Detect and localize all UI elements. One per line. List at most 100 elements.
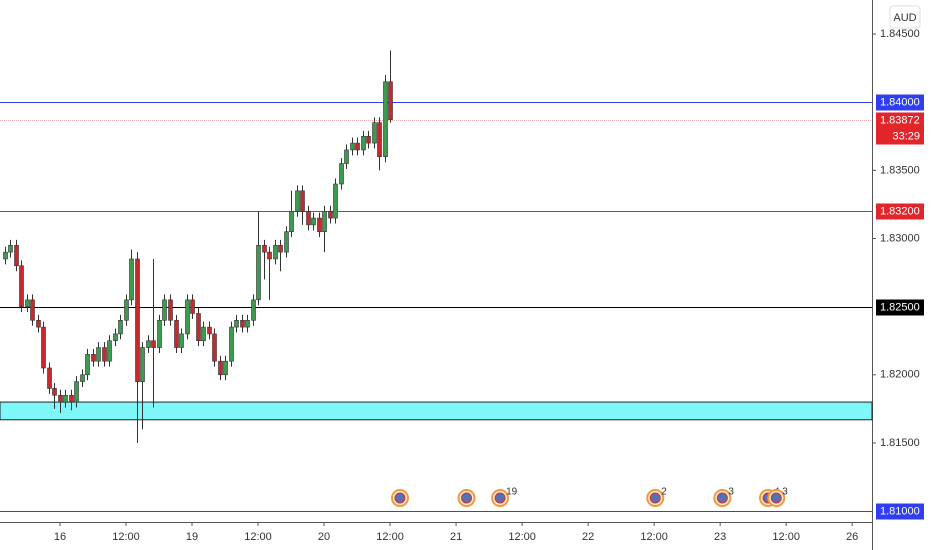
candle-body (201, 326, 206, 342)
candle-body (333, 183, 338, 219)
event-flag (649, 492, 661, 504)
level-label: 1.83200 (880, 205, 920, 217)
candle-body (174, 319, 179, 348)
candle-body (69, 394, 74, 403)
candle-body (135, 258, 140, 382)
last-price-bg (876, 112, 924, 145)
candle-body (41, 326, 46, 369)
candle-body (63, 394, 68, 403)
candle-body (284, 231, 289, 253)
candle-body (179, 333, 184, 348)
candle-body (328, 210, 333, 219)
level-label-bg (876, 94, 924, 111)
candle-body (251, 299, 256, 321)
candle-body (218, 360, 223, 376)
currency: AUD (893, 12, 916, 24)
candle-body (262, 245, 267, 253)
candle-body (91, 354, 96, 362)
x-tick-label: 12:00 (112, 531, 140, 543)
candle-body (3, 251, 8, 260)
candle-body (85, 354, 90, 376)
x-tick-label: 12:00 (508, 531, 536, 543)
candle-body (306, 210, 311, 226)
candle-body (80, 374, 85, 382)
event-flag (770, 492, 782, 504)
candle-body (190, 299, 195, 314)
x-tick-label: 12:00 (244, 531, 272, 543)
candle-body (388, 81, 393, 120)
level-label: 1.84000 (880, 96, 920, 108)
y-tick-label: 1.84500 (880, 28, 920, 40)
x-tick-label: 12:00 (772, 531, 800, 543)
candle-body (273, 245, 278, 260)
candle-body (30, 299, 35, 321)
candle-body (107, 340, 112, 362)
candle-body (322, 210, 327, 232)
level-label: 1.82500 (880, 301, 920, 313)
candle-body (162, 299, 167, 321)
x-tick-label: 19 (186, 531, 198, 543)
candle-body (300, 190, 305, 212)
candle-body (47, 367, 52, 389)
candle-body (366, 135, 371, 144)
candle-body (212, 333, 217, 362)
event-flag (461, 492, 473, 504)
candle-body (113, 333, 118, 342)
x-tick-label: 22 (582, 531, 594, 543)
x-tick-label: 20 (318, 531, 330, 543)
candle-body (377, 122, 382, 158)
candle-body (96, 347, 101, 362)
candle-body (245, 319, 250, 328)
candle-body (295, 190, 300, 212)
candle-body (185, 299, 190, 335)
candle-body (355, 142, 360, 151)
candle-body (74, 381, 79, 403)
level-label-bg (876, 203, 924, 220)
candle-body (207, 326, 212, 335)
x-tick-label: 21 (450, 531, 462, 543)
level-label: 1.81000 (880, 505, 920, 517)
candle-body (256, 245, 261, 301)
y-tick-label: 1.82000 (880, 369, 920, 381)
candle-body (350, 142, 355, 151)
candle-body (118, 319, 123, 335)
event-count: 19 (506, 487, 518, 498)
candle-body (289, 210, 294, 232)
candle-body (240, 319, 245, 328)
level-label-bg (876, 299, 924, 316)
candle-body (383, 81, 388, 158)
event-flag (394, 492, 406, 504)
candle-body (36, 319, 41, 328)
candle-body (151, 340, 156, 348)
event-flag (716, 492, 728, 504)
candle-body (223, 360, 228, 376)
candle-body (146, 340, 151, 348)
candle-body (124, 299, 129, 321)
candle-body (157, 319, 162, 348)
candle-body (311, 217, 316, 226)
event-count: 2 (661, 487, 667, 498)
level-label-bg (876, 503, 924, 520)
event-flag (494, 492, 506, 504)
candle-body (229, 326, 234, 362)
x-tick-label: 23 (714, 531, 726, 543)
candle-body (58, 394, 63, 403)
candle-body (196, 313, 201, 342)
candle-body (19, 265, 24, 307)
candle-body (344, 149, 349, 164)
candle-body (317, 217, 322, 232)
candle-body (267, 251, 272, 260)
zone (0, 401, 873, 421)
y-tick-label: 1.81500 (880, 437, 920, 449)
candle-body (234, 319, 239, 328)
candle-body (361, 135, 366, 151)
x-tick-label: 12:00 (376, 531, 404, 543)
candle-body (372, 122, 377, 144)
y-tick-label: 1.83000 (880, 232, 920, 244)
event-count: 3 (782, 487, 788, 498)
x-tick-label: 26 (846, 531, 858, 543)
currency-box (889, 5, 921, 29)
candle-body (8, 245, 13, 253)
